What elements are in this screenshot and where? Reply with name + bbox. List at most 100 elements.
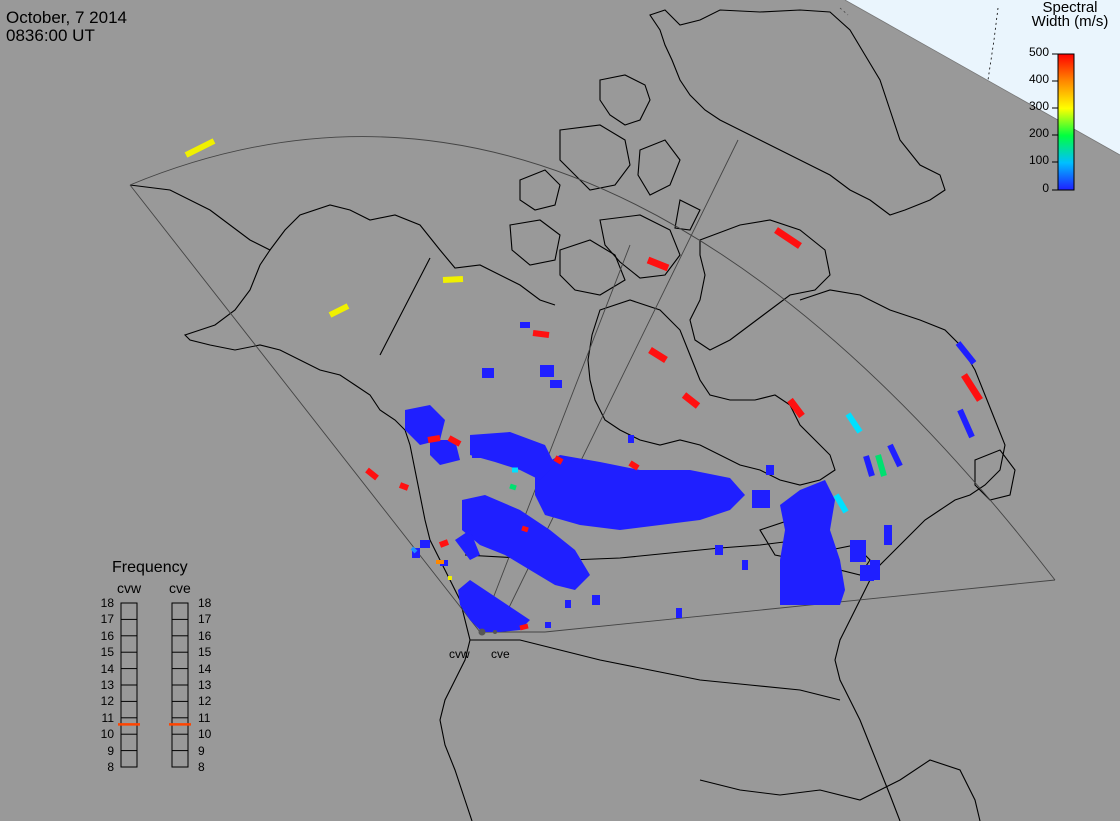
- scatter-cell: [648, 347, 668, 363]
- scatter-cell: [365, 467, 379, 481]
- scatter-cell: [535, 455, 745, 530]
- scatter-cell: [887, 443, 903, 468]
- scatter-cell: [628, 460, 640, 471]
- frequency-scale-label: 8: [107, 760, 114, 774]
- frequency-radar-cve: cve: [169, 580, 191, 596]
- scatter-cell: [412, 548, 420, 558]
- station-marker-cve: [493, 630, 497, 634]
- scatter-cell: [405, 405, 445, 445]
- scatter-cell: [482, 368, 494, 378]
- scatter-cell: [646, 256, 670, 272]
- frequency-scale-label: 15: [100, 645, 114, 660]
- scatter-cell: [328, 303, 350, 318]
- scatter-cell: [863, 455, 875, 477]
- frequency-scale-label: 9: [198, 743, 205, 758]
- scatter-cell: [850, 540, 866, 562]
- frequency-scale-label: 10: [100, 727, 114, 742]
- scatter-cell: [780, 480, 845, 605]
- frequency-scale-label: 11: [198, 710, 211, 725]
- frequency-scale-label: 13: [100, 678, 114, 692]
- frequency-scale-label: 12: [198, 694, 212, 709]
- frequency-scale-label: 12: [100, 694, 114, 709]
- coastlines: [129, 9, 1016, 821]
- scatter-cell: [519, 623, 529, 631]
- scatter-cell: [184, 138, 216, 158]
- station-marker-cvw: [478, 628, 486, 636]
- colorbar-title-line2: Width (m/s): [1031, 13, 1109, 30]
- colorbar-tick: 100: [1028, 153, 1049, 167]
- scatter-cell: [787, 397, 805, 419]
- scatter-cell: [961, 373, 983, 402]
- frequency-scale-label: 11: [101, 710, 114, 725]
- colorbar-tick: 300: [1028, 99, 1049, 113]
- colorbar-tick: 200: [1028, 126, 1049, 140]
- scatter-cell: [509, 483, 517, 491]
- scatter-cell: [715, 545, 723, 555]
- scatter-cell: [420, 540, 430, 548]
- scatter-cell: [470, 432, 555, 480]
- frequency-radar-cvw: cvw: [117, 580, 142, 596]
- scatter-cell: [845, 412, 863, 434]
- frequency-scale-label: 9: [107, 743, 114, 758]
- colorbar-tick: 0: [1042, 181, 1049, 195]
- scatter-cell: [752, 490, 770, 508]
- colorbar-title-line1: Spectral: [1042, 0, 1098, 16]
- scatter-cell: [742, 560, 748, 570]
- frequency-scale-label: 8: [198, 760, 205, 774]
- frequency-scale-label: 14: [100, 661, 114, 676]
- scatter-cell: [833, 493, 849, 514]
- scatter-cell: [438, 539, 450, 548]
- frequency-scale-label: 17: [198, 612, 212, 627]
- scatter-cell: [472, 450, 482, 458]
- scatter-echoes: [184, 138, 983, 632]
- colorbar-ticks: [1052, 53, 1058, 191]
- scatter-cell: [458, 580, 530, 632]
- scatter-cell: [532, 330, 550, 338]
- frequency-scale-label: 17: [100, 612, 114, 627]
- scatter-cell: [398, 482, 410, 491]
- frequency-scale-label: 13: [198, 678, 212, 692]
- radar-fov-outline: [129, 136, 1056, 633]
- scatter-cell: [545, 622, 551, 628]
- frequency-scale: [118, 602, 191, 768]
- scatter-cell: [628, 435, 634, 443]
- scatter-cell: [462, 495, 590, 590]
- frequency-title: Frequency: [112, 559, 188, 576]
- scatter-cell: [521, 525, 529, 533]
- scatter-cell: [957, 408, 975, 439]
- station-label-cve: cve: [491, 647, 510, 661]
- frequency-scale-label: 18: [100, 596, 114, 610]
- frequency-scale-label: 15: [198, 645, 212, 660]
- frequency-scale-label: 16: [100, 628, 114, 643]
- colorbar-tick: 400: [1028, 72, 1049, 86]
- scatter-cell: [540, 365, 554, 377]
- scatter-cell: [520, 322, 530, 328]
- date-label: October, 7 2014: [6, 8, 127, 27]
- scatter-cell: [766, 465, 774, 475]
- scatter-cell: [875, 454, 887, 477]
- scatter-cell: [500, 610, 512, 620]
- scatter-cell: [410, 546, 418, 554]
- dotted-boundary: [987, 7, 999, 81]
- scatter-cell: [676, 608, 682, 618]
- scatter-cell: [870, 560, 880, 580]
- time-label: 0836:00 UT: [6, 26, 95, 45]
- frequency-scale-label: 14: [198, 661, 212, 676]
- colorbar: [1057, 53, 1075, 191]
- scatter-cell: [447, 435, 462, 447]
- scatter-cell: [427, 435, 441, 443]
- colorbar-tick: 500: [1028, 45, 1049, 59]
- scatter-cell: [565, 600, 571, 608]
- station-label-cvw: cvw: [449, 647, 470, 661]
- scatter-cell: [800, 490, 822, 504]
- scatter-cell: [550, 380, 562, 388]
- frequency-scale-label: 10: [198, 727, 212, 742]
- scatter-cell: [430, 440, 460, 465]
- frequency-scale-label: 16: [198, 628, 212, 643]
- scatter-cell: [455, 530, 480, 560]
- scatter-cell: [442, 276, 464, 283]
- scatter-cell: [681, 392, 701, 409]
- scatter-cell: [553, 455, 564, 465]
